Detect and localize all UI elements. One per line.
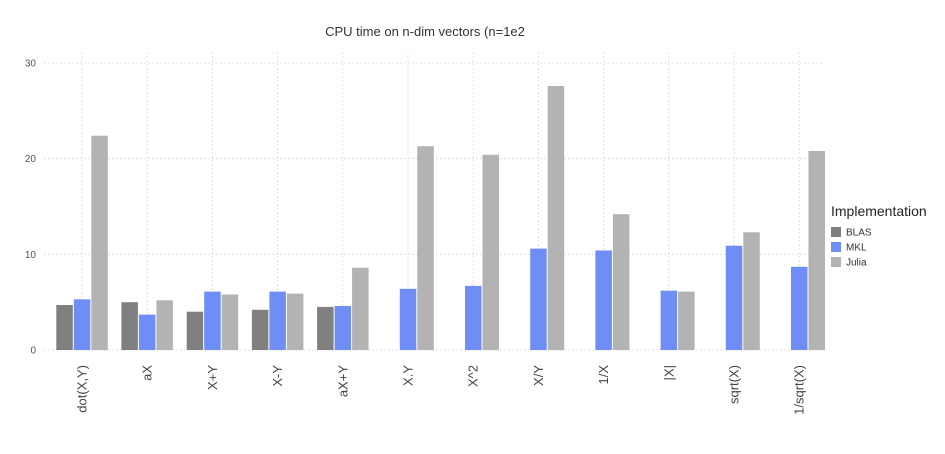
bar-julia (678, 291, 695, 350)
bar-mkl (138, 314, 156, 350)
x-tick-label: X+Y (205, 365, 220, 390)
bar-mkl (725, 245, 743, 350)
x-tick-label: dot(X,Y) (75, 365, 90, 413)
bar-mkl (595, 250, 612, 350)
bar-julia (286, 293, 304, 350)
x-tick-label: sqrt(X) (727, 365, 742, 404)
bar-blas (56, 305, 73, 350)
x-axis-ticks: dot(X,Y) aX X+Y X-Y aX+Y X.Y X^2 X/Y 1/X |X| sqrt(… (75, 365, 807, 415)
bar-mkl (399, 288, 417, 350)
y-tick-label: 10 (25, 250, 37, 261)
x-tick-label: X-Y (270, 365, 285, 387)
x-tick-label: aX (140, 365, 155, 381)
bar-mkl (204, 291, 221, 350)
legend-swatch-blas (831, 227, 841, 237)
legend-title: Implementation (831, 203, 927, 219)
x-tick-label: X^2 (466, 365, 481, 387)
legend-label: MKL (846, 243, 867, 254)
bar-julia (417, 146, 434, 350)
y-tick-label: 20 (25, 154, 37, 165)
bar-julia (221, 294, 239, 350)
bar-julia (91, 135, 108, 350)
bar-blas (317, 306, 334, 350)
legend-swatch-julia (831, 257, 841, 267)
legend-label: Julia (846, 258, 867, 269)
y-axis-ticks: 0 10 20 30 (25, 59, 37, 357)
bar-mkl (269, 291, 286, 350)
bar-mkl (73, 299, 91, 350)
x-tick-label: |X| (661, 365, 676, 380)
bar-julia (482, 154, 499, 350)
legend-swatch-mkl (831, 242, 841, 252)
bar-blas (186, 311, 204, 350)
x-tick-label: X.Y (401, 365, 416, 386)
legend: Implementation BLAS MKL Julia (831, 203, 927, 269)
y-tick-label: 0 (30, 346, 36, 357)
bar-mkl (530, 248, 547, 350)
bar-julia (743, 232, 760, 350)
bars (56, 86, 825, 350)
x-tick-label: X/Y (531, 365, 546, 386)
bar-mkl (334, 306, 352, 350)
bar-julia (156, 300, 173, 350)
bar-mkl (465, 285, 482, 350)
bar-mkl (660, 290, 678, 350)
bar-blas (251, 309, 269, 350)
bar-julia (547, 86, 565, 350)
bar-blas (121, 302, 138, 350)
chart-title: CPU time on n-dim vectors (n=1e2 (325, 24, 525, 39)
bar-julia (352, 267, 369, 350)
legend-label: BLAS (846, 228, 872, 239)
bar-julia (808, 151, 825, 350)
y-tick-label: 30 (25, 59, 37, 70)
bar-julia (612, 214, 630, 350)
bar-mkl (791, 266, 808, 350)
x-tick-label: 1/sqrt(X) (792, 365, 807, 415)
x-tick-label: aX+Y (335, 365, 350, 397)
x-tick-label: 1/X (596, 365, 611, 385)
